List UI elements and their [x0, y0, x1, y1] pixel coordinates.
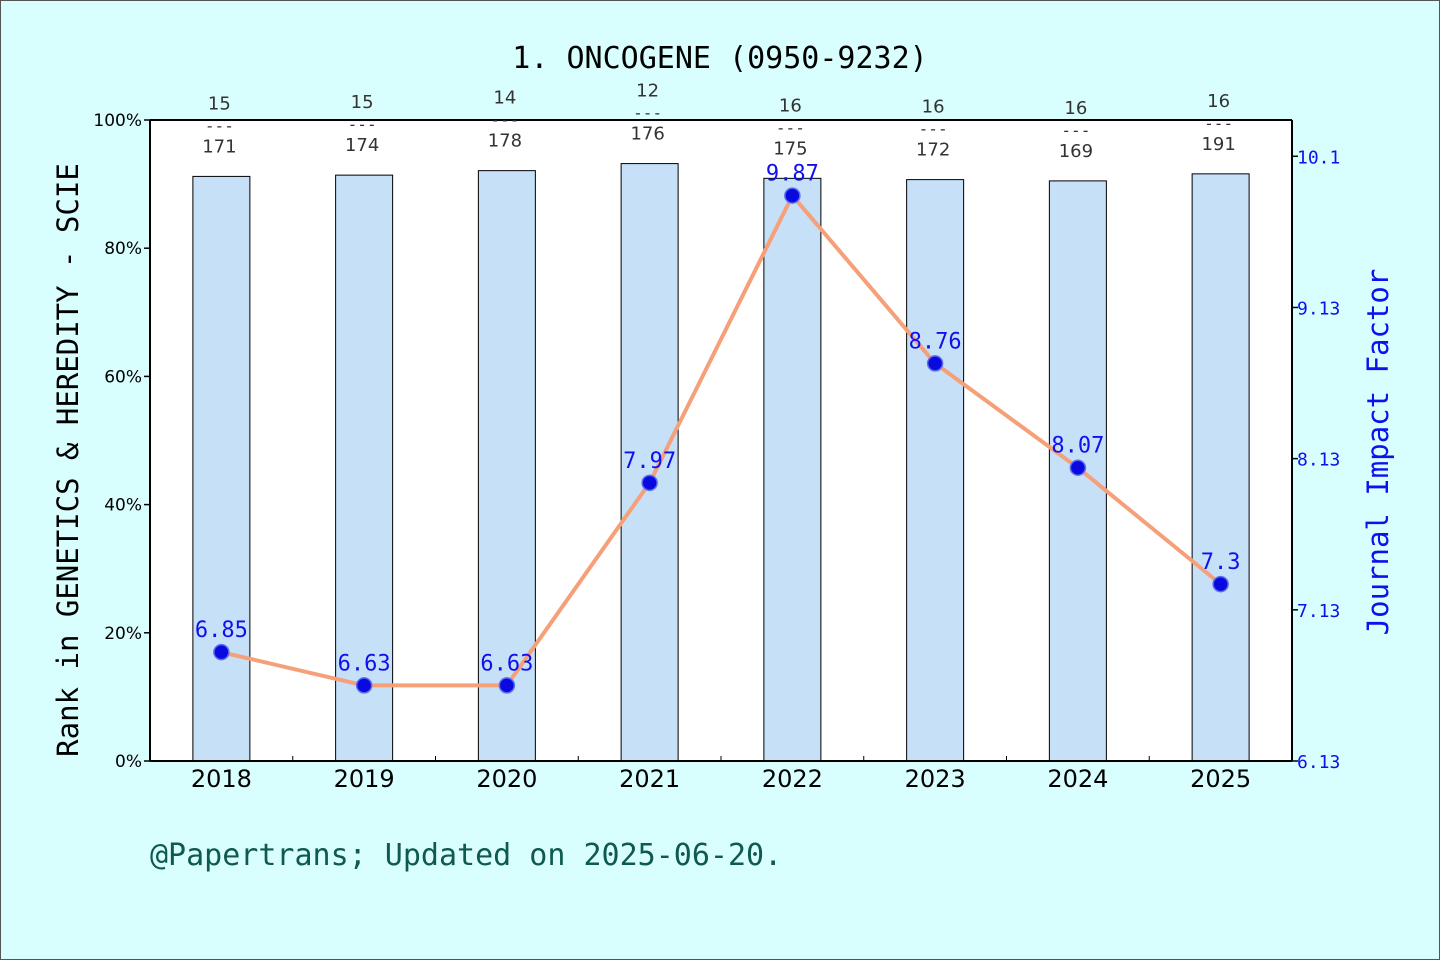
y2-tick-label: 10.1 — [1297, 147, 1340, 168]
x-tick-label: 2019 — [334, 765, 395, 793]
rank-label: 15 — [351, 92, 374, 113]
rank-total: 175 — [773, 138, 807, 159]
data-label: 7.3 — [1201, 550, 1241, 575]
plot-area — [150, 120, 1292, 761]
rank-label: 12 — [636, 81, 659, 102]
y2-tick-label: 8.13 — [1297, 450, 1340, 471]
rank-label: 15 — [208, 93, 231, 114]
line-layer — [213, 187, 1229, 694]
rank-label: 16 — [1064, 98, 1087, 119]
x-tick-label: 2021 — [619, 765, 680, 793]
y2-axis-label: Journal Impact Factor — [1361, 269, 1395, 636]
x-tick-label: 2018 — [191, 765, 252, 793]
data-label: 6.85 — [195, 618, 248, 643]
rank-label: 16 — [922, 97, 945, 118]
data-point — [213, 643, 230, 661]
rank-label: 14 — [493, 88, 516, 109]
data-point — [355, 677, 373, 694]
bar — [1191, 173, 1250, 762]
data-label: 7.97 — [623, 449, 676, 474]
data-label: 6.63 — [480, 651, 533, 676]
rank-total: 174 — [345, 135, 379, 156]
y2-tick-label: 7.13 — [1297, 601, 1340, 622]
bars-layer — [150, 120, 1292, 762]
footer-credit: @Papertrans; Updated on 2025-06-20. — [150, 838, 782, 873]
bar — [906, 179, 965, 762]
data-label: 9.87 — [766, 162, 819, 187]
bar — [620, 163, 679, 762]
x-tick-label: 2023 — [905, 765, 966, 793]
x-tick-label: 2020 — [476, 765, 537, 793]
y-tick-label: 100% — [93, 111, 142, 131]
rank-separator: --- — [776, 118, 805, 137]
rank-label: 16 — [779, 95, 802, 116]
data-point — [926, 355, 944, 372]
y-tick-label: 0% — [115, 752, 142, 772]
data-label: 8.07 — [1051, 434, 1104, 459]
axes-layer: 0% 20% 40% 60% 80% 100% 6.13 7.13 8.13 9.13 10.1 20… — [93, 111, 1340, 793]
labels-layer: 15---17115---17414---17812---17616---175… — [195, 81, 1241, 677]
impact-factor-line — [220, 193, 1222, 688]
rank-separator: --- — [205, 116, 234, 135]
rank-separator: --- — [348, 115, 377, 134]
y-tick-label: 40% — [104, 496, 142, 516]
bar — [192, 175, 251, 762]
rank-separator: --- — [919, 120, 948, 139]
rank-total: 176 — [630, 124, 664, 145]
rank-separator: --- — [1061, 121, 1090, 140]
bar — [477, 170, 536, 762]
bar — [763, 177, 822, 762]
data-label: 8.76 — [909, 329, 962, 354]
y-tick-label: 60% — [104, 367, 142, 387]
x-tick-label: 2024 — [1047, 765, 1108, 793]
rank-label: 16 — [1207, 91, 1230, 112]
bar — [335, 174, 394, 762]
x-tick-label: 2025 — [1190, 765, 1251, 793]
data-label: 6.63 — [338, 651, 391, 676]
y2-tick-label: 9.13 — [1297, 298, 1340, 319]
data-point — [1069, 459, 1087, 476]
data-point — [784, 187, 801, 204]
rank-total: 191 — [1201, 134, 1235, 155]
y-tick-label: 20% — [104, 624, 142, 644]
chart-title: 1. ONCOGENE (0950-9232) — [512, 41, 927, 76]
y2-tick-label: 6.13 — [1297, 752, 1340, 773]
rank-separator: --- — [490, 111, 519, 130]
rank-total: 171 — [202, 136, 236, 157]
data-point — [498, 677, 516, 694]
rank-separator: --- — [1204, 114, 1233, 133]
rank-total: 178 — [488, 131, 522, 152]
y-tick-label: 80% — [104, 239, 142, 259]
data-point — [641, 474, 658, 492]
rank-separator: --- — [633, 104, 662, 123]
rank-total: 169 — [1059, 141, 1093, 162]
rank-total: 172 — [916, 140, 950, 161]
data-point — [1212, 575, 1229, 593]
x-tick-label: 2022 — [762, 765, 823, 793]
y-axis-label: Rank in GENETICS & HEREDITY - SCIE — [51, 163, 85, 757]
